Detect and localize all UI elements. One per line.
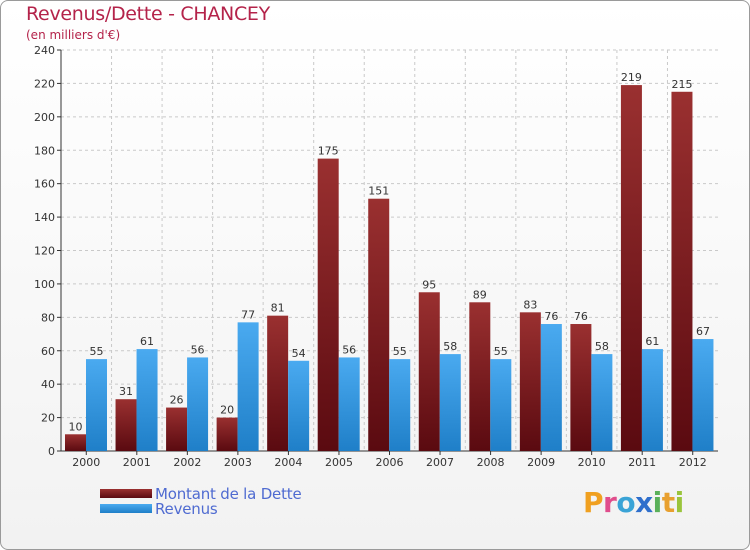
- bar-revenue-2011: [641, 349, 663, 451]
- bar-revenue-2004: [288, 360, 310, 451]
- data-label-revenue-2002: 56: [191, 343, 205, 356]
- bar-debt-2004: [267, 315, 289, 451]
- data-label-revenue-2009: 76: [544, 310, 558, 323]
- logo-letter-4: i: [652, 486, 663, 519]
- ytick-label-60: 60: [41, 345, 55, 358]
- bar-revenue-2003: [237, 322, 259, 451]
- data-label-debt-2006: 151: [368, 185, 389, 198]
- xtick-label-2011: 2011: [628, 456, 656, 469]
- bar-revenue-2005: [338, 357, 360, 451]
- bar-revenue-2002: [187, 357, 209, 451]
- ytick-label-80: 80: [41, 311, 55, 324]
- xtick-label-2004: 2004: [274, 456, 302, 469]
- legend-label-debt: Montant de la Dette: [155, 485, 302, 503]
- xtick-label-2007: 2007: [426, 456, 454, 469]
- data-label-debt-2005: 175: [318, 145, 339, 158]
- chart-title: Revenus/Dette - CHANCEY: [26, 3, 270, 25]
- data-label-debt-2000: 10: [69, 420, 83, 433]
- ytick-label-120: 120: [34, 245, 55, 258]
- bar-debt-2011: [620, 85, 642, 452]
- y-tick-labels: 0 20 40 60 80 100 120 140 160 180 200 220 240: [34, 44, 55, 458]
- bar-revenue-2000: [86, 359, 107, 451]
- logo-letter-1: r: [603, 486, 617, 519]
- data-label-revenue-2007: 58: [443, 340, 457, 353]
- xtick-label-2012: 2012: [679, 456, 707, 469]
- data-label-debt-2002: 26: [170, 394, 184, 407]
- data-label-debt-2011: 219: [621, 71, 642, 84]
- ytick-label-40: 40: [41, 378, 55, 391]
- bar-debt-2005: [317, 158, 339, 451]
- xtick-label-2009: 2009: [527, 456, 555, 469]
- bar-debt-2006: [368, 198, 390, 451]
- bar-revenue-2012: [692, 339, 714, 451]
- logo-letter-0: P: [583, 486, 604, 519]
- data-label-revenue-2012: 67: [696, 325, 710, 338]
- x-tick-labels: 2000 2001 2002 2003 2004 2005 2006 2007 2008 2009…: [72, 456, 706, 469]
- data-label-debt-2010: 76: [574, 310, 588, 323]
- bar-debt-2009: [519, 312, 541, 451]
- bars: [65, 85, 714, 452]
- xtick-label-2002: 2002: [173, 456, 201, 469]
- legend-label-revenue: Revenus: [155, 500, 218, 518]
- legend-swatch-debt: [100, 489, 152, 498]
- bar-revenue-2009: [540, 324, 562, 451]
- xtick-label-2005: 2005: [325, 456, 353, 469]
- data-label-revenue-2011: 61: [645, 335, 659, 348]
- data-label-debt-2009: 83: [523, 298, 537, 311]
- xtick-label-2008: 2008: [477, 456, 505, 469]
- ytick-label-200: 200: [34, 111, 55, 124]
- data-label-debt-2008: 89: [473, 288, 487, 301]
- xtick-label-2000: 2000: [72, 456, 100, 469]
- bar-debt-2002: [166, 407, 188, 451]
- xtick-label-2001: 2001: [123, 456, 151, 469]
- bar-revenue-2006: [389, 359, 411, 451]
- logo-letter-3: x: [635, 486, 653, 519]
- data-label-debt-2003: 20: [220, 404, 234, 417]
- ytick-label-0: 0: [48, 445, 55, 458]
- bar-debt-2010: [570, 324, 592, 451]
- grid-lines: [61, 49, 718, 451]
- legend-swatch-revenue: [100, 504, 152, 513]
- bar-debt-2001: [115, 399, 137, 451]
- data-labels: 10 55 31 61 26 56 20 77 81 54 175 56 151 55 95 58 89 55 83…: [69, 71, 710, 433]
- data-label-revenue-2004: 54: [292, 347, 306, 360]
- data-label-revenue-2006: 55: [393, 345, 407, 358]
- logo-letter-2: o: [616, 486, 636, 519]
- bar-revenue-2007: [439, 354, 461, 451]
- ytick-label-220: 220: [34, 77, 55, 90]
- logo-letter-6: i: [674, 486, 685, 519]
- bar-debt-2008: [469, 302, 491, 451]
- ytick-label-180: 180: [34, 144, 55, 157]
- chart-subtitle: (en milliers d'€): [26, 28, 121, 42]
- ytick-label-100: 100: [34, 278, 55, 291]
- data-label-revenue-2010: 58: [595, 340, 609, 353]
- ytick-label-140: 140: [34, 211, 55, 224]
- bar-debt-2003: [216, 417, 238, 451]
- ytick-label-240: 240: [34, 44, 55, 57]
- data-label-revenue-2001: 61: [140, 335, 154, 348]
- bar-debt-2000: [65, 434, 86, 451]
- bar-debt-2007: [418, 292, 440, 451]
- bar-revenue-2001: [136, 349, 158, 451]
- data-label-debt-2001: 31: [119, 385, 133, 398]
- xtick-label-2006: 2006: [376, 456, 404, 469]
- data-label-debt-2004: 81: [271, 302, 285, 315]
- data-label-revenue-2003: 77: [241, 308, 255, 321]
- ytick-label-160: 160: [34, 178, 55, 191]
- data-label-revenue-2008: 55: [494, 345, 508, 358]
- data-label-revenue-2000: 55: [90, 345, 104, 358]
- ytick-label-20: 20: [41, 412, 55, 425]
- data-label-debt-2012: 215: [671, 78, 692, 91]
- proxiti-logo: Proxiti: [583, 486, 684, 519]
- data-label-debt-2007: 95: [422, 278, 436, 291]
- bar-revenue-2008: [490, 359, 512, 451]
- bar-debt-2012: [671, 91, 693, 451]
- xtick-label-2003: 2003: [224, 456, 252, 469]
- xtick-label-2010: 2010: [578, 456, 606, 469]
- bar-revenue-2010: [591, 354, 613, 451]
- data-label-revenue-2005: 56: [342, 343, 356, 356]
- logo-letter-5: t: [661, 486, 675, 519]
